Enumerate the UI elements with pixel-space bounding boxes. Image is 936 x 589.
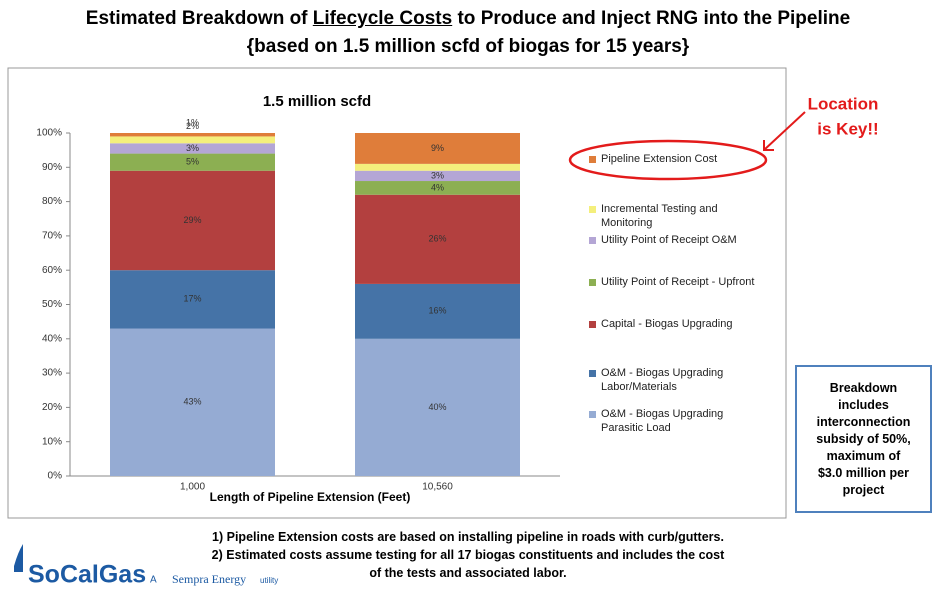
- chart-title: 1.5 million scfd: [263, 93, 371, 110]
- legend-text: Utility Point of Receipt - Upfront: [601, 276, 755, 288]
- title-part: to Produce and Inject RNG into the Pipel…: [452, 8, 851, 29]
- legend-swatch: [589, 156, 596, 163]
- data-label: 3%: [186, 143, 199, 153]
- note-line: includes: [838, 397, 889, 412]
- slide-subtitle: {based on 1.5 million scfd of biogas for…: [246, 36, 690, 57]
- highlight-ellipse: [568, 139, 768, 181]
- legend-text: Utility Point of Receipt O&M: [601, 234, 737, 246]
- y-tick-label: 60%: [42, 265, 62, 276]
- y-tick-label: 90%: [42, 162, 62, 173]
- note-line: maximum of: [826, 448, 901, 463]
- bar-segment: [355, 133, 520, 164]
- bar-segment: [355, 163, 520, 171]
- note-box: Breakdown includes interconnection subsidy …: [795, 365, 932, 513]
- bar-segment: [355, 170, 520, 182]
- logo-suffix: utility: [260, 576, 278, 585]
- arrow-head: [763, 140, 774, 151]
- data-label: 5%: [186, 157, 199, 167]
- legend-swatch: [589, 411, 596, 418]
- logo-prefix: A: [150, 575, 157, 586]
- legend-swatch: [589, 279, 596, 286]
- legend-swatch: [589, 321, 596, 328]
- legend-text: Incremental Testing and Monitoring: [601, 203, 718, 229]
- data-label: 1%: [186, 117, 199, 127]
- footnote: 1) Pipeline Extension costs are based on…: [212, 530, 724, 544]
- bar-segment: [355, 194, 520, 284]
- y-tick-label: 40%: [42, 333, 62, 344]
- title-part: Estimated Breakdown of: [85, 8, 313, 29]
- logo-name: SoCalGas: [28, 561, 146, 589]
- logo-parent: Sempra Energy: [172, 572, 246, 586]
- bar-segment: [110, 136, 275, 144]
- data-label: 16%: [428, 306, 446, 316]
- bar-segment: [110, 170, 275, 271]
- x-axis-title: Length of Pipeline Extension (Feet): [210, 490, 411, 504]
- data-label: 40%: [428, 402, 446, 412]
- data-label: 9%: [431, 143, 444, 153]
- data-label: 2%: [186, 121, 199, 131]
- data-label: 43%: [183, 397, 201, 407]
- note-line: Breakdown: [829, 380, 898, 395]
- y-tick-label: 20%: [42, 402, 62, 413]
- legend-text: Pipeline Extension Cost: [601, 153, 718, 165]
- bar-segment: [110, 328, 275, 476]
- title-underlined: Lifecycle Costs: [312, 8, 453, 29]
- bar-segment: [355, 181, 520, 195]
- y-tick-label: 70%: [42, 231, 62, 242]
- bar-segment: [110, 133, 275, 137]
- note-line: $3.0 million per: [817, 465, 909, 480]
- note-line: subsidy of 50%,: [816, 431, 911, 446]
- legend-text: Capital - Biogas Upgrading: [601, 318, 733, 330]
- bar-segment: [355, 283, 520, 339]
- bar-segment: [110, 153, 275, 171]
- y-tick-label: 100%: [36, 128, 62, 139]
- callout-text: is Key!!: [817, 119, 878, 138]
- data-label: 4%: [431, 182, 444, 192]
- slide-title: Estimated Breakdown of Lifecycle Costs t…: [0, 8, 936, 30]
- y-tick-label: 30%: [42, 368, 62, 379]
- data-label: 26%: [428, 234, 446, 244]
- footnote: 2) Estimated costs assume testing for al…: [211, 548, 725, 562]
- bar-segment: [110, 270, 275, 329]
- y-tick-label: 0%: [48, 471, 63, 482]
- x-tick-label: 10,560: [422, 482, 453, 493]
- callout-text: Location: [808, 94, 879, 113]
- legend-swatch: [589, 370, 596, 377]
- data-label: 3%: [431, 170, 444, 180]
- note-line: interconnection: [816, 414, 911, 429]
- legend-swatch: [589, 206, 596, 213]
- legend-swatch: [589, 237, 596, 244]
- logo-flame: [14, 544, 23, 572]
- x-tick-label: 1,000: [180, 482, 205, 493]
- data-label: 29%: [183, 215, 201, 225]
- y-tick-label: 50%: [42, 299, 62, 310]
- data-label: 17%: [183, 294, 201, 304]
- bar-segment: [110, 143, 275, 154]
- footnote: of the tests and associated labor.: [369, 566, 567, 580]
- bar-segment: [355, 338, 520, 476]
- y-tick-label: 10%: [42, 436, 62, 447]
- callout-arrow: [763, 111, 806, 151]
- y-tick-label: 80%: [42, 196, 62, 207]
- legend-text: O&M - Biogas Upgrading Parasitic Load: [601, 408, 724, 434]
- note-line: project: [842, 482, 885, 497]
- legend-text: O&M - Biogas Upgrading Labor/Materials: [601, 367, 724, 393]
